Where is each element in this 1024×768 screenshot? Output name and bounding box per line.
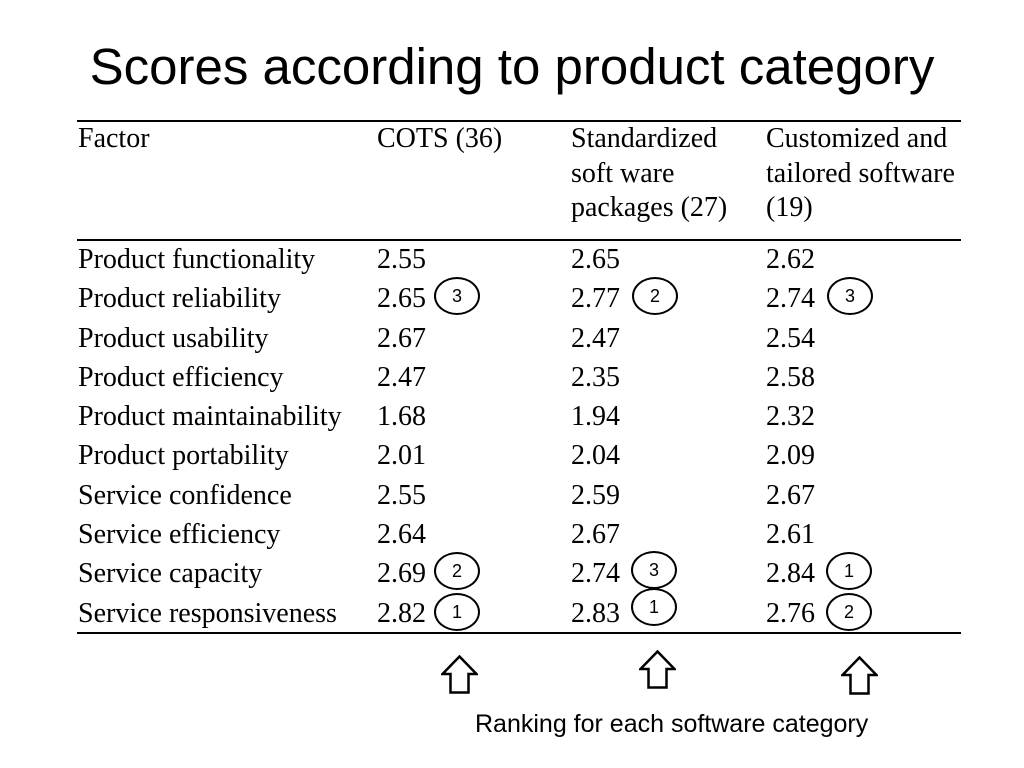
table-row: Product portability 2.01 2.04 2.09 <box>0 436 1024 475</box>
header-line: soft ware <box>571 157 675 189</box>
table-row: Service efficiency 2.64 2.67 2.61 <box>0 515 1024 554</box>
table-row: Product usability 2.67 2.47 2.54 <box>0 319 1024 358</box>
standardized-score-cell: 1.94 <box>571 401 620 433</box>
table-header: Factor COTS (36) Standardized soft ware … <box>0 122 1024 232</box>
cots-score-cell: 2.55 <box>377 479 426 511</box>
table-row: Product functionality 2.55 2.65 2.62 <box>0 240 1024 279</box>
header-line: tailored software <box>766 157 955 189</box>
standardized-score-cell: 2.65 <box>571 244 620 275</box>
table-header-rule <box>77 239 961 241</box>
customized-score-cell: 2.84 <box>766 558 815 590</box>
factor-cell: Service efficiency <box>78 519 281 551</box>
up-arrow-outline-icon <box>639 650 676 689</box>
standardized-score-cell: 2.77 <box>571 283 620 315</box>
cots-score-cell: 2.69 <box>377 558 426 590</box>
header-line: packages (27) <box>571 192 728 223</box>
header-line: (19) <box>766 192 813 223</box>
customized-score-cell: 2.67 <box>766 479 815 511</box>
table-bottom-rule <box>77 632 961 634</box>
cots-score-cell: 2.47 <box>377 361 426 393</box>
header-line: Factor <box>78 123 150 154</box>
customized-score-cell: 2.74 <box>766 283 815 315</box>
factor-cell: Service responsiveness <box>78 597 337 629</box>
slide-title: Scores according to product category <box>89 38 935 95</box>
ranking-badge-customized-capacity: 1 <box>826 552 872 590</box>
factor-cell: Product portability <box>78 440 289 472</box>
header-line: Customized and <box>766 123 948 154</box>
table-body: Product functionality 2.55 2.65 2.62 Pro… <box>0 240 1024 633</box>
standardized-score-cell: 2.74 <box>571 558 620 590</box>
customized-score-cell: 2.32 <box>766 401 815 433</box>
ranking-caption: Ranking for each software category <box>475 710 869 738</box>
header-cots: COTS (36) <box>377 122 502 157</box>
up-arrow-outline-icon <box>441 655 478 694</box>
ranking-badge-standardized-responsiveness: 1 <box>631 588 677 626</box>
customized-score-cell: 2.58 <box>766 361 815 393</box>
cots-score-cell: 2.65 <box>377 283 426 315</box>
header-line: Standardized <box>571 123 718 154</box>
factor-cell: Service capacity <box>78 558 263 590</box>
header-customized: Customized and tailored software (19) <box>766 122 955 226</box>
customized-score-cell: 2.61 <box>766 519 815 551</box>
factor-cell: Product functionality <box>78 244 316 275</box>
standardized-score-cell: 2.67 <box>571 519 620 551</box>
standardized-score-cell: 2.59 <box>571 479 620 511</box>
cots-score-cell: 2.82 <box>377 597 426 629</box>
header-factor: Factor <box>78 122 150 157</box>
factor-cell: Product efficiency <box>78 361 284 393</box>
header-standardized: Standardized soft ware packages (27) <box>571 122 727 226</box>
customized-score-cell: 2.62 <box>766 244 815 275</box>
up-arrow-outline-icon <box>841 656 878 695</box>
cots-score-cell: 2.64 <box>377 519 426 551</box>
table-row: Product efficiency 2.47 2.35 2.58 <box>0 358 1024 397</box>
customized-score-cell: 2.09 <box>766 440 815 472</box>
ranking-badge-customized-reliability: 3 <box>827 277 873 315</box>
standardized-score-cell: 2.35 <box>571 361 620 393</box>
standardized-score-cell: 2.47 <box>571 322 620 354</box>
cots-score-cell: 2.55 <box>377 244 426 275</box>
factor-cell: Product maintainability <box>78 401 342 433</box>
cots-score-cell: 1.68 <box>377 401 426 433</box>
header-line: COTS (36) <box>377 123 503 154</box>
standardized-score-cell: 2.83 <box>571 597 620 629</box>
factor-cell: Product reliability <box>78 283 281 315</box>
customized-score-cell: 2.76 <box>766 597 815 629</box>
ranking-badge-cots-responsiveness: 1 <box>434 593 480 631</box>
ranking-badge-standardized-reliability: 2 <box>632 277 678 315</box>
ranking-badge-customized-responsiveness: 2 <box>826 593 872 631</box>
table-top-rule <box>77 120 961 122</box>
factor-cell: Product usability <box>78 322 269 354</box>
standardized-score-cell: 2.04 <box>571 440 620 472</box>
table-row: Product reliability 2.65 2.77 2.74 <box>0 279 1024 318</box>
cots-score-cell: 2.01 <box>377 440 426 472</box>
ranking-badge-cots-capacity: 2 <box>434 552 480 590</box>
table-row: Service confidence 2.55 2.59 2.67 <box>0 476 1024 515</box>
ranking-badge-cots-reliability: 3 <box>434 277 480 315</box>
cots-score-cell: 2.67 <box>377 322 426 354</box>
customized-score-cell: 2.54 <box>766 322 815 354</box>
ranking-badge-standardized-capacity: 3 <box>631 551 677 589</box>
table-row: Product maintainability 1.68 1.94 2.32 <box>0 397 1024 436</box>
factor-cell: Service confidence <box>78 479 292 511</box>
table-row: Service capacity 2.69 2.74 2.84 <box>0 554 1024 593</box>
table-row: Service responsiveness 2.82 2.83 2.76 <box>0 594 1024 633</box>
